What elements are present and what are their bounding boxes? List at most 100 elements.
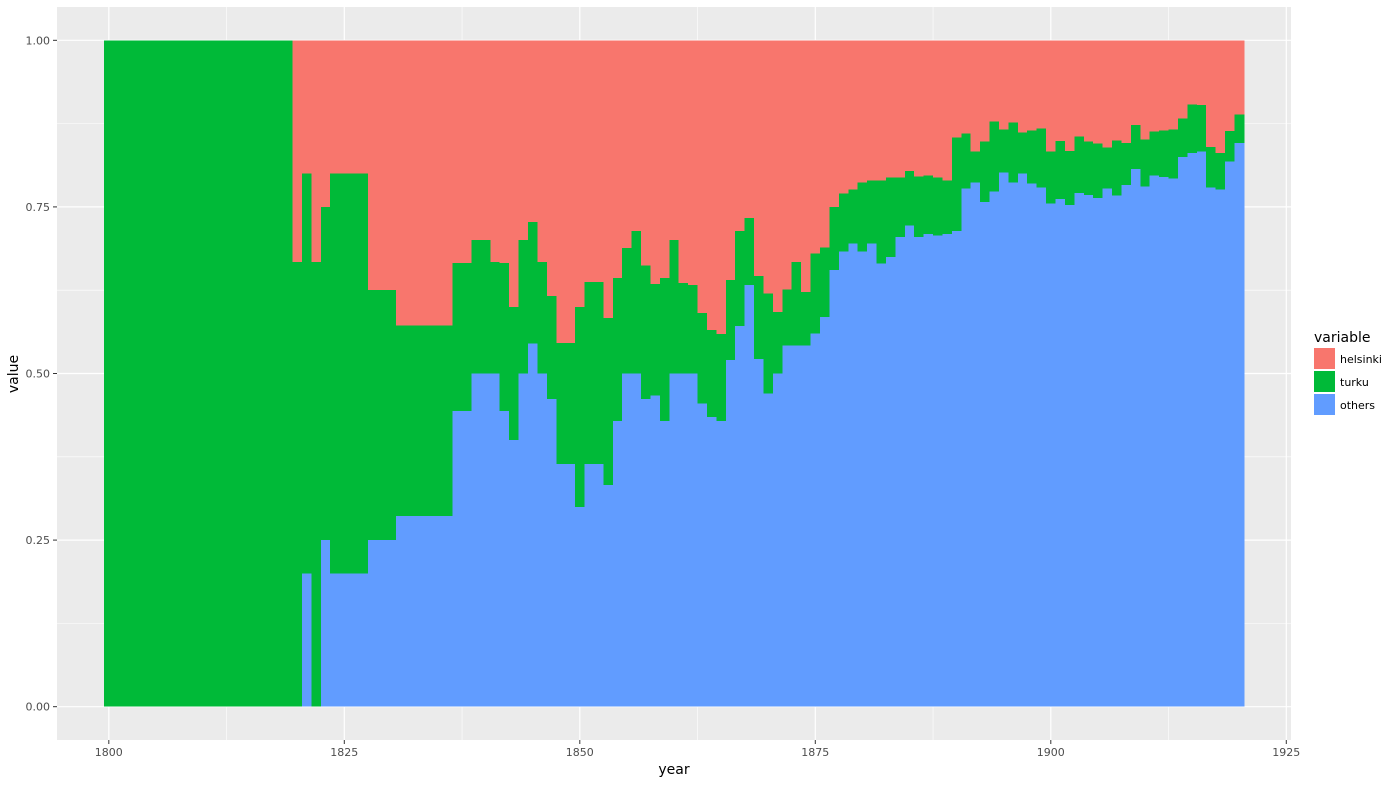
bar-segment-turku	[725, 280, 736, 361]
bar-segment-others	[810, 333, 821, 707]
bar-segment-turku	[235, 40, 246, 707]
bar-segment-helsinki	[961, 40, 972, 134]
bar-segment-others	[951, 230, 962, 707]
bar-segment-others	[1206, 187, 1217, 707]
bar-segment-turku	[857, 182, 868, 252]
bar-segment-helsinki	[989, 40, 1000, 122]
bar-segment-helsinki	[1206, 40, 1217, 147]
bar-segment-turku	[810, 253, 821, 334]
bar-segment-turku	[923, 175, 934, 235]
bar-segment-turku	[301, 173, 312, 574]
bar-segment-turku	[801, 292, 812, 346]
bar-segment-helsinki	[339, 40, 350, 174]
bar-segment-helsinki	[1140, 40, 1151, 140]
bar-segment-others	[885, 256, 896, 707]
bar-segment-turku	[706, 330, 717, 417]
bar-segment-helsinki	[292, 40, 303, 263]
bar-segment-helsinki	[527, 40, 539, 223]
bar-segment-helsinki	[754, 40, 765, 277]
bar-segment-others	[480, 373, 491, 707]
bar-segment-others	[716, 420, 727, 707]
bar-segment-turku	[292, 262, 303, 707]
bar-segment-helsinki	[895, 40, 906, 178]
bar-segment-others	[414, 516, 425, 707]
bar-segment-others	[462, 410, 473, 707]
bar-segment-others	[612, 420, 623, 707]
bar-segment-turku	[829, 206, 840, 271]
x-axis-title: year	[658, 762, 689, 778]
bar-segment-turku	[330, 173, 341, 574]
bar-segment-others	[490, 373, 501, 707]
bar-segment-helsinki	[951, 40, 962, 138]
bar-segment-helsinki	[1234, 40, 1245, 115]
bar-segment-others	[1159, 176, 1170, 707]
bar-segment-others	[725, 360, 736, 707]
bar-segment-turku	[358, 173, 369, 574]
bar-segment-others	[820, 316, 831, 707]
bar-segment-helsinki	[490, 40, 501, 263]
bar-segment-others	[367, 540, 378, 707]
bar-segment-others	[1140, 186, 1151, 707]
bar-segment-others	[876, 263, 887, 707]
bar-segment-others	[1196, 151, 1207, 707]
bar-segment-turku	[1093, 143, 1104, 199]
bar-segment-helsinki	[584, 40, 595, 283]
bar-segment-helsinki	[622, 40, 633, 249]
bar-segment-turku	[151, 40, 162, 707]
bar-segment-turku	[405, 325, 416, 517]
bar-segment-others	[593, 464, 604, 707]
bar-segment-helsinki	[838, 40, 849, 194]
bar-segment-helsinki	[933, 40, 944, 178]
bar-segment-helsinki	[716, 40, 727, 335]
bar-segment-turku	[998, 129, 1010, 173]
bar-segment-turku	[622, 248, 633, 374]
bar-segment-helsinki	[462, 40, 473, 263]
bar-segment-others	[1064, 204, 1075, 707]
bar-segment-others	[1177, 156, 1188, 707]
bar-segment-turku	[113, 40, 124, 707]
bar-segment-helsinki	[1027, 40, 1038, 131]
x-tick-label: 1800	[95, 746, 123, 759]
bar-segment-helsinki	[744, 40, 755, 219]
bar-segment-turku	[537, 262, 548, 374]
bar-segment-helsinki	[641, 40, 652, 266]
bar-segment-others	[914, 236, 925, 707]
bar-segment-turku	[556, 342, 567, 465]
bar-segment-others	[970, 182, 981, 707]
bar-segment-helsinki	[1177, 40, 1188, 119]
bar-segment-others	[527, 343, 539, 707]
bar-segment-turku	[311, 262, 322, 707]
bar-segment-others	[998, 172, 1010, 707]
bar-segment-turku	[697, 312, 708, 404]
bar-segment-turku	[1046, 151, 1057, 204]
x-tick-label: 1900	[1037, 746, 1065, 759]
bar-segment-turku	[198, 40, 209, 707]
bar-segment-turku	[509, 306, 520, 441]
bar-segment-turku	[763, 293, 774, 394]
bar-segment-others	[763, 393, 774, 707]
bar-segment-helsinki	[330, 40, 341, 174]
bar-segment-others	[537, 373, 548, 707]
bar-segment-others	[1027, 183, 1038, 707]
bar-segment-helsinki	[367, 40, 378, 291]
legend-key-others	[1314, 394, 1335, 415]
bar-segment-turku	[396, 325, 407, 517]
bar-segment-helsinki	[867, 40, 878, 181]
bar-segment-others	[509, 440, 520, 707]
bar-segment-turku	[188, 40, 199, 707]
bar-segment-others	[829, 270, 840, 707]
bar-segment-turku	[754, 276, 765, 359]
bar-segment-helsinki	[1159, 40, 1170, 131]
bar-segment-others	[754, 358, 765, 707]
bar-segment-others	[1083, 194, 1094, 707]
bar-segment-turku	[349, 173, 360, 574]
bar-segment-turku	[1027, 130, 1038, 184]
bar-segment-helsinki	[1130, 40, 1141, 125]
bar-segment-helsinki	[499, 40, 510, 263]
bar-segment-others	[518, 373, 529, 707]
bar-segment-turku	[970, 151, 981, 183]
bar-segment-others	[961, 188, 972, 707]
legend-label-turku: turku	[1340, 376, 1369, 389]
bar-segment-helsinki	[669, 40, 680, 241]
bar-segment-turku	[1206, 146, 1217, 188]
